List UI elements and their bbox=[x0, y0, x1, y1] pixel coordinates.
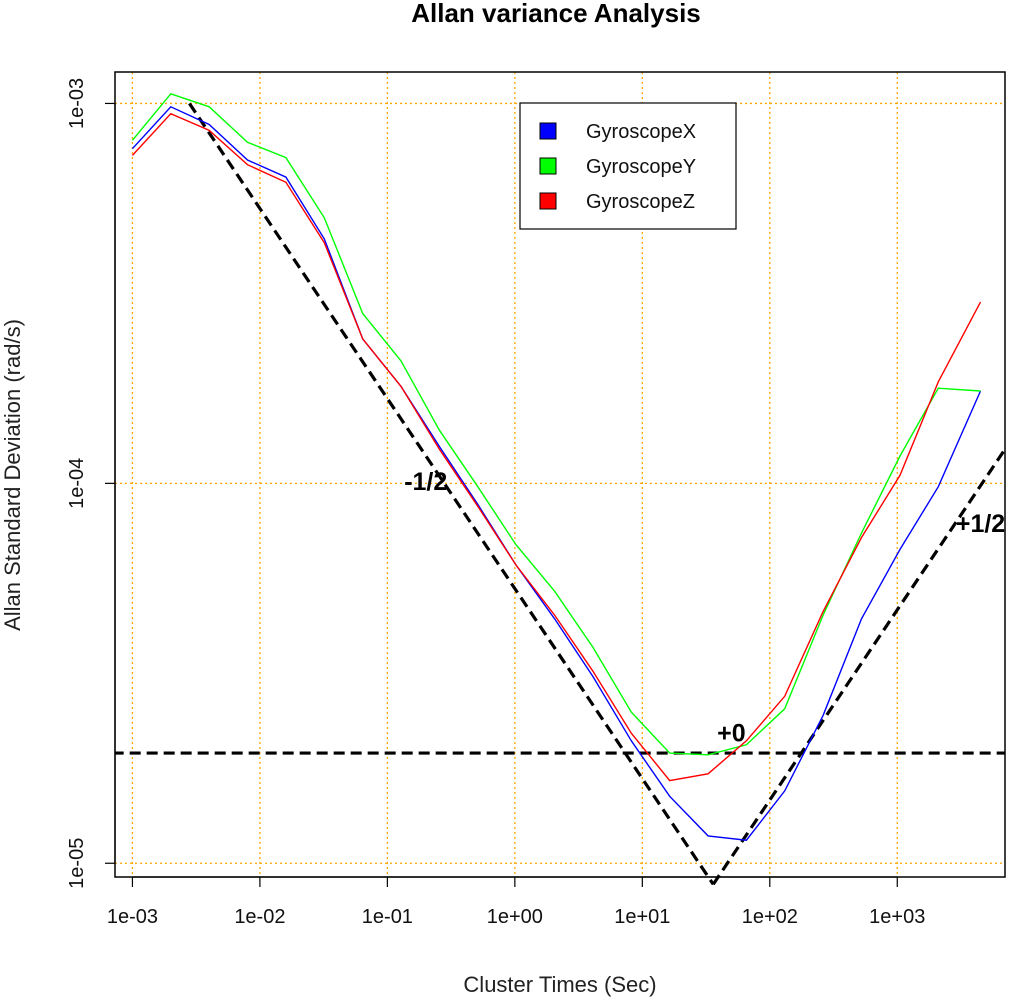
x-axis-label: Cluster Times (Sec) bbox=[463, 972, 656, 997]
legend-label: GyroscopeX bbox=[586, 121, 696, 143]
x-tick-label: 1e-02 bbox=[234, 906, 285, 928]
x-tick-label: 1e+02 bbox=[742, 906, 798, 928]
x-tick-label: 1e-01 bbox=[362, 906, 413, 928]
legend-swatch bbox=[539, 122, 557, 140]
slope-reference-line bbox=[711, 448, 1005, 885]
series-line-gyroscopez bbox=[131, 112, 982, 782]
legend-label: GyroscopeZ bbox=[586, 191, 695, 213]
grid-lines bbox=[115, 72, 1005, 877]
chart-title: Allan variance Analysis bbox=[411, 0, 701, 28]
legend: GyroscopeX GyroscopeY GyroscopeZ bbox=[519, 102, 737, 230]
slope-annotation: -1/2 bbox=[404, 468, 447, 496]
x-tick-label: 1e-03 bbox=[107, 906, 158, 928]
slope-annotation: +0 bbox=[717, 719, 746, 747]
y-tick-label: 1e-03 bbox=[66, 78, 88, 129]
x-tick-label: 1e+03 bbox=[869, 906, 925, 928]
reference-lines bbox=[115, 102, 1005, 885]
y-tick-label: 1e-04 bbox=[66, 458, 88, 509]
legend-label: GyroscopeY bbox=[586, 156, 696, 178]
slope-annotation: +1/2 bbox=[956, 510, 1005, 538]
y-axis: 1e-05 1e-04 1e-03 bbox=[66, 78, 116, 889]
series-line-gyroscopex bbox=[131, 105, 982, 841]
x-tick-label: 1e+01 bbox=[614, 906, 670, 928]
legend-swatch bbox=[539, 157, 557, 175]
y-tick-label: 1e-05 bbox=[66, 838, 88, 889]
x-axis: 1e-03 1e-02 1e-01 1e+00 1e+01 1e+02 1e+03 bbox=[107, 876, 925, 928]
series-lines bbox=[131, 92, 982, 841]
slope-annotations: -1/2 +0 +1/2 bbox=[404, 468, 1005, 747]
x-tick-label: 1e+00 bbox=[487, 906, 543, 928]
legend-swatch bbox=[539, 192, 557, 210]
y-axis-label: Allan Standard Deviation (rad/s) bbox=[0, 319, 25, 631]
